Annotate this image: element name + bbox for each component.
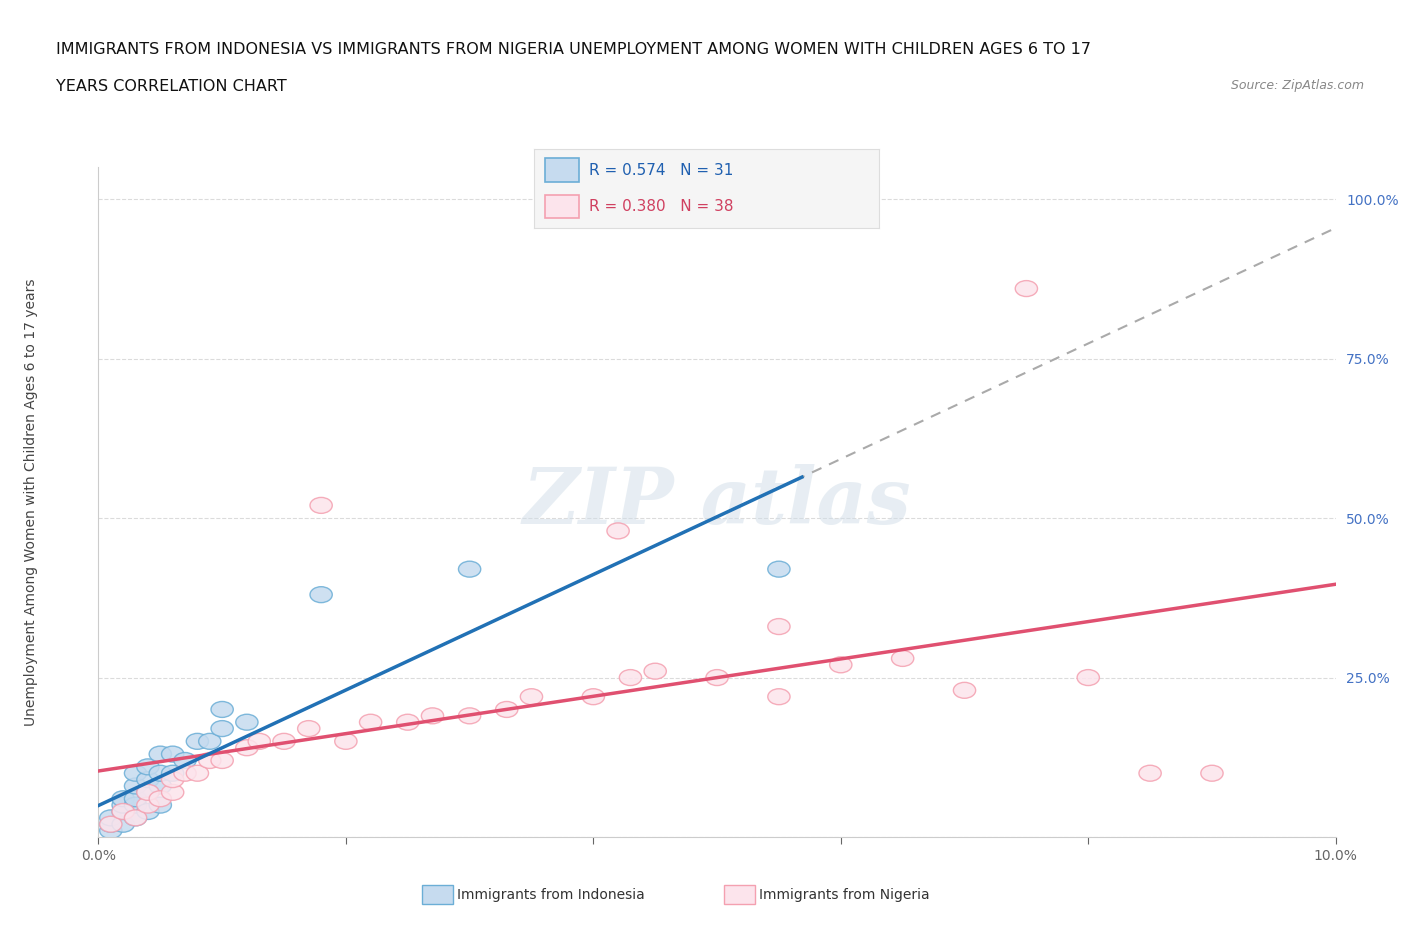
Ellipse shape <box>768 618 790 634</box>
Ellipse shape <box>162 772 184 788</box>
Ellipse shape <box>582 689 605 705</box>
Text: Source: ZipAtlas.com: Source: ZipAtlas.com <box>1230 79 1364 92</box>
Ellipse shape <box>198 734 221 750</box>
Text: Unemployment Among Women with Children Ages 6 to 17 years: Unemployment Among Women with Children A… <box>24 278 38 726</box>
Ellipse shape <box>112 790 135 806</box>
Ellipse shape <box>495 701 517 717</box>
Ellipse shape <box>174 752 197 768</box>
Ellipse shape <box>211 752 233 768</box>
Ellipse shape <box>1015 281 1038 297</box>
Ellipse shape <box>458 561 481 578</box>
Ellipse shape <box>174 765 197 781</box>
Ellipse shape <box>124 810 146 826</box>
Ellipse shape <box>1201 765 1223 781</box>
Ellipse shape <box>298 721 321 737</box>
Ellipse shape <box>198 752 221 768</box>
Ellipse shape <box>236 739 259 756</box>
Ellipse shape <box>136 759 159 775</box>
Ellipse shape <box>891 650 914 667</box>
Ellipse shape <box>247 734 270 750</box>
Ellipse shape <box>136 772 159 788</box>
Text: ZIP atlas: ZIP atlas <box>523 464 911 540</box>
Ellipse shape <box>186 765 208 781</box>
Ellipse shape <box>619 670 641 685</box>
Ellipse shape <box>100 817 122 832</box>
Ellipse shape <box>124 778 146 794</box>
Ellipse shape <box>953 683 976 698</box>
Text: Immigrants from Indonesia: Immigrants from Indonesia <box>457 887 645 902</box>
Ellipse shape <box>162 746 184 762</box>
Ellipse shape <box>136 784 159 801</box>
Ellipse shape <box>112 804 135 819</box>
FancyBboxPatch shape <box>544 158 579 182</box>
Ellipse shape <box>136 784 159 801</box>
Ellipse shape <box>396 714 419 730</box>
Ellipse shape <box>360 714 382 730</box>
Ellipse shape <box>211 721 233 737</box>
Ellipse shape <box>112 817 135 832</box>
Ellipse shape <box>768 561 790 578</box>
Text: R = 0.380   N = 38: R = 0.380 N = 38 <box>589 199 734 214</box>
Ellipse shape <box>149 797 172 813</box>
Ellipse shape <box>162 765 184 781</box>
Text: Immigrants from Nigeria: Immigrants from Nigeria <box>759 887 929 902</box>
Text: YEARS CORRELATION CHART: YEARS CORRELATION CHART <box>56 79 287 94</box>
Ellipse shape <box>136 804 159 819</box>
Ellipse shape <box>162 784 184 801</box>
Ellipse shape <box>100 823 122 839</box>
Ellipse shape <box>520 689 543 705</box>
Ellipse shape <box>149 765 172 781</box>
Ellipse shape <box>422 708 444 724</box>
Ellipse shape <box>273 734 295 750</box>
Ellipse shape <box>335 734 357 750</box>
Ellipse shape <box>1077 670 1099 685</box>
Ellipse shape <box>149 746 172 762</box>
Ellipse shape <box>112 797 135 813</box>
Ellipse shape <box>309 498 332 513</box>
Text: R = 0.574   N = 31: R = 0.574 N = 31 <box>589 163 734 178</box>
Ellipse shape <box>236 714 259 730</box>
FancyBboxPatch shape <box>544 194 579 219</box>
Ellipse shape <box>100 810 122 826</box>
Ellipse shape <box>149 790 172 806</box>
Ellipse shape <box>186 734 208 750</box>
Ellipse shape <box>309 587 332 603</box>
Ellipse shape <box>124 797 146 813</box>
Ellipse shape <box>607 523 630 538</box>
Ellipse shape <box>124 790 146 806</box>
Ellipse shape <box>1139 765 1161 781</box>
Ellipse shape <box>211 701 233 717</box>
Ellipse shape <box>768 689 790 705</box>
Ellipse shape <box>112 804 135 819</box>
Ellipse shape <box>136 797 159 813</box>
Ellipse shape <box>124 765 146 781</box>
Ellipse shape <box>706 670 728 685</box>
Ellipse shape <box>458 708 481 724</box>
Ellipse shape <box>124 810 146 826</box>
Ellipse shape <box>830 657 852 672</box>
Ellipse shape <box>644 663 666 679</box>
Text: IMMIGRANTS FROM INDONESIA VS IMMIGRANTS FROM NIGERIA UNEMPLOYMENT AMONG WOMEN WI: IMMIGRANTS FROM INDONESIA VS IMMIGRANTS … <box>56 42 1091 57</box>
Ellipse shape <box>149 778 172 794</box>
Ellipse shape <box>100 817 122 832</box>
